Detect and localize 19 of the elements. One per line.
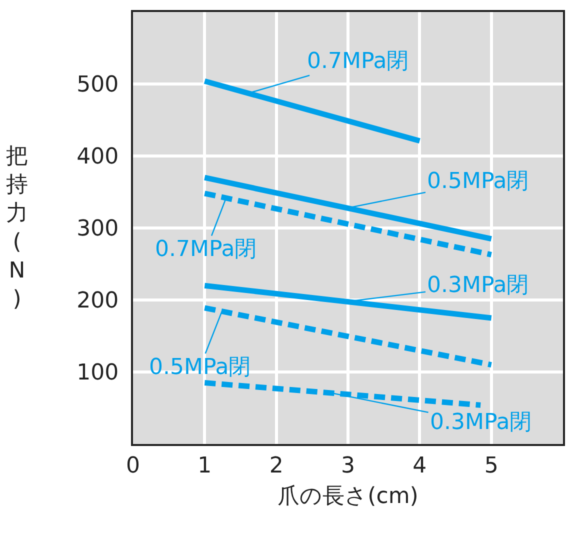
x-tick-label: 1 [198,453,212,478]
x-tick-label: 0 [126,453,140,478]
x-tick-label: 5 [484,453,498,478]
y-tick-label: 400 [76,144,119,170]
x-tick-label: 2 [269,453,284,478]
x-tick-label: 3 [341,453,355,478]
y-tick-label: 500 [76,72,119,98]
annotation: 0.3MPa閉 [427,273,529,298]
annotation: 0.3MPa閉 [430,410,532,435]
annotation: 0.5MPa閉 [149,355,251,380]
annotation: 0.7MPa閉 [155,237,257,262]
annotation: 0.5MPa閉 [427,169,529,194]
y-tick-label: 300 [76,216,119,242]
x-tick-label: 4 [412,453,427,478]
x-axis-title: 爪の長さ(cm) [278,484,418,509]
y-tick-label: 100 [76,360,119,386]
annotation: 0.7MPa閉 [307,49,409,74]
y-axis-title: 把持力(N) [6,144,28,312]
y-tick-label: 200 [76,288,119,314]
